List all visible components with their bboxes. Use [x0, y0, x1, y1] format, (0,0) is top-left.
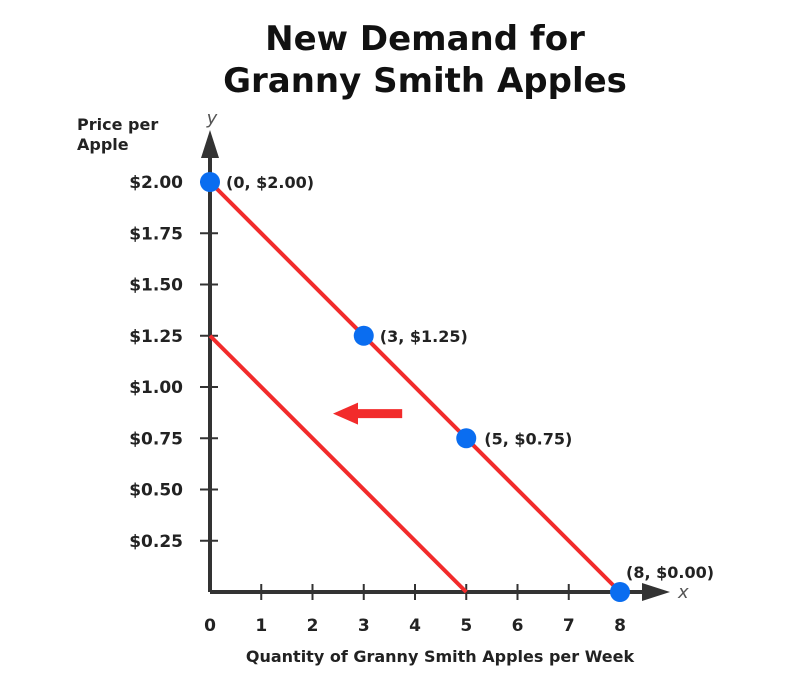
x-tick-label: 2: [307, 616, 319, 636]
y-axis-label: Apple: [77, 135, 129, 154]
x-tick-label: 3: [358, 616, 370, 636]
data-point-label: (5, $0.75): [484, 429, 572, 448]
data-point: [200, 172, 220, 192]
data-point: [456, 428, 477, 449]
x-tick-label: 0: [204, 616, 216, 636]
x-tick-label: 8: [614, 616, 626, 636]
new-demand-line: [208, 334, 468, 594]
x-tick-label: 5: [460, 616, 472, 636]
data-point: [353, 325, 374, 346]
original-demand-line: [208, 180, 622, 594]
data-point-label: (3, $1.25): [380, 327, 468, 346]
data-point-label: (0, $2.00): [226, 173, 314, 192]
y-tick-label: $1.00: [129, 378, 183, 398]
y-axis-arrowhead: [201, 130, 219, 158]
y-tick-label: $1.50: [129, 276, 183, 296]
x-axis-arrowhead: [642, 583, 670, 601]
data-point: [610, 582, 630, 602]
y-axis-name: y: [206, 108, 218, 129]
x-axis-name: x: [677, 582, 689, 603]
y-tick-label: $0.25: [129, 532, 183, 552]
data-point-label: (8, $0.00): [626, 563, 714, 582]
y-tick-label: $0.50: [129, 481, 183, 501]
chart-title: New Demand for: [265, 19, 585, 59]
x-tick-label: 7: [563, 616, 575, 636]
x-tick-label: 6: [512, 616, 524, 636]
chart-title: Granny Smith Apples: [223, 61, 627, 101]
shift-arrowhead: [333, 402, 358, 425]
y-tick-label: $1.75: [129, 224, 183, 244]
y-tick-label: $0.75: [129, 429, 183, 449]
x-axis-label: Quantity of Granny Smith Apples per Week: [246, 647, 635, 666]
y-axis-label: Price per: [77, 115, 158, 134]
y-tick-label: $2.00: [129, 173, 183, 193]
x-tick-label: 1: [255, 616, 267, 636]
y-tick-label: $1.25: [129, 327, 183, 347]
x-tick-label: 4: [409, 616, 421, 636]
